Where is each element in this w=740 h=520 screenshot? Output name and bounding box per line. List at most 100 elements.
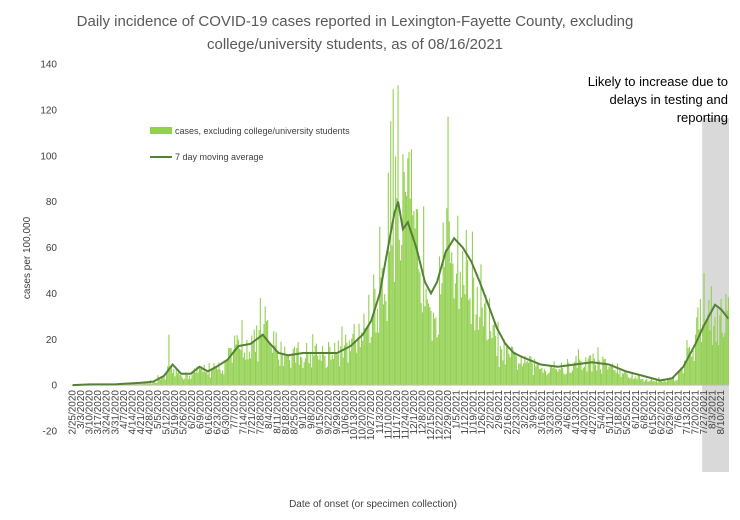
bar (214, 367, 216, 386)
chart-title-line-2: college/university students, as of 08/16… (207, 36, 503, 53)
x-tick-label: 5/4/2021 (597, 390, 608, 429)
bar (325, 367, 327, 386)
bar (691, 356, 693, 386)
x-tick-label: 12/1/2020 (409, 390, 420, 435)
bar (635, 376, 637, 386)
bar (479, 317, 481, 386)
bar (719, 315, 721, 386)
bar (490, 331, 492, 386)
bar (348, 340, 350, 386)
bar (425, 288, 427, 386)
bar (247, 359, 249, 386)
bar (648, 381, 650, 386)
bar (574, 361, 576, 386)
bar (516, 369, 519, 386)
x-tick-label: 12/8/2020 (417, 390, 428, 435)
bar (590, 355, 592, 386)
x-tick-label: 7/27/2021 (699, 390, 710, 435)
x-tick-label: 3/10/2020 (85, 390, 96, 435)
bar (173, 368, 175, 386)
bar-series (80, 85, 729, 386)
bar (633, 378, 636, 386)
x-tick-label: 11/10/2020 (383, 390, 394, 440)
bar (616, 363, 619, 386)
bar (362, 340, 364, 386)
bar (352, 333, 354, 386)
bar (268, 341, 270, 386)
bar (273, 331, 275, 386)
bar (675, 380, 677, 386)
x-tick-label: 3/23/2021 (545, 390, 556, 435)
bar (163, 375, 165, 386)
bar (407, 158, 409, 386)
bar (391, 245, 393, 386)
bar (301, 357, 303, 386)
bar (438, 256, 441, 386)
bar (612, 363, 614, 386)
bar (409, 198, 411, 386)
bar (644, 379, 647, 386)
bar (688, 346, 690, 386)
bar (269, 344, 271, 386)
x-tick-label: 3/9/2021 (528, 390, 539, 429)
bar (308, 363, 310, 386)
bar (174, 376, 176, 386)
bar (580, 361, 582, 386)
bar (529, 355, 531, 386)
chart-title-line-1: Daily incidence of COVID-19 cases report… (77, 13, 634, 30)
bar (208, 362, 210, 386)
bar (581, 369, 583, 386)
bar (264, 306, 266, 386)
bar (212, 369, 214, 386)
bar (493, 321, 495, 386)
bar (335, 353, 337, 386)
bar (331, 354, 333, 386)
bar (480, 264, 482, 386)
bar (387, 172, 389, 386)
bar (410, 149, 413, 386)
bar (260, 333, 263, 386)
bar (462, 250, 464, 386)
x-tick-label: 6/29/2021 (665, 390, 676, 435)
bar (312, 334, 314, 386)
bar (507, 347, 509, 386)
bar (295, 362, 297, 386)
bar (363, 313, 365, 386)
bar (627, 377, 629, 386)
bar (527, 362, 530, 386)
bar (146, 382, 148, 386)
x-tick-label: 5/19/2020 (170, 390, 181, 435)
bar (187, 379, 189, 386)
y-tick-label: 60 (46, 243, 58, 254)
y-axis-label: cases per 100,000 (22, 216, 33, 299)
bar (520, 355, 522, 386)
bar (197, 372, 199, 386)
bar (143, 382, 146, 386)
bar (430, 310, 432, 386)
bar (575, 355, 577, 386)
bar (297, 342, 299, 386)
bar (710, 286, 712, 386)
bar (204, 372, 207, 386)
bar (607, 369, 609, 386)
x-tick-label: 10/6/2020 (341, 390, 352, 435)
bar (724, 333, 726, 386)
bar (456, 273, 458, 386)
bar (674, 381, 676, 386)
x-tick-label: 5/12/2020 (162, 390, 173, 435)
bar (722, 337, 725, 386)
bar (324, 356, 326, 386)
bar (195, 372, 197, 386)
x-tick-label: 6/9/2020 (196, 390, 207, 429)
bar (619, 369, 621, 386)
bar (692, 347, 694, 386)
bar (721, 332, 723, 386)
bar (671, 379, 673, 386)
bar (696, 317, 698, 386)
bar (346, 342, 348, 386)
bar (579, 359, 581, 386)
bar (349, 351, 352, 386)
bar (566, 359, 569, 386)
bar (686, 340, 688, 386)
bar (213, 363, 215, 386)
